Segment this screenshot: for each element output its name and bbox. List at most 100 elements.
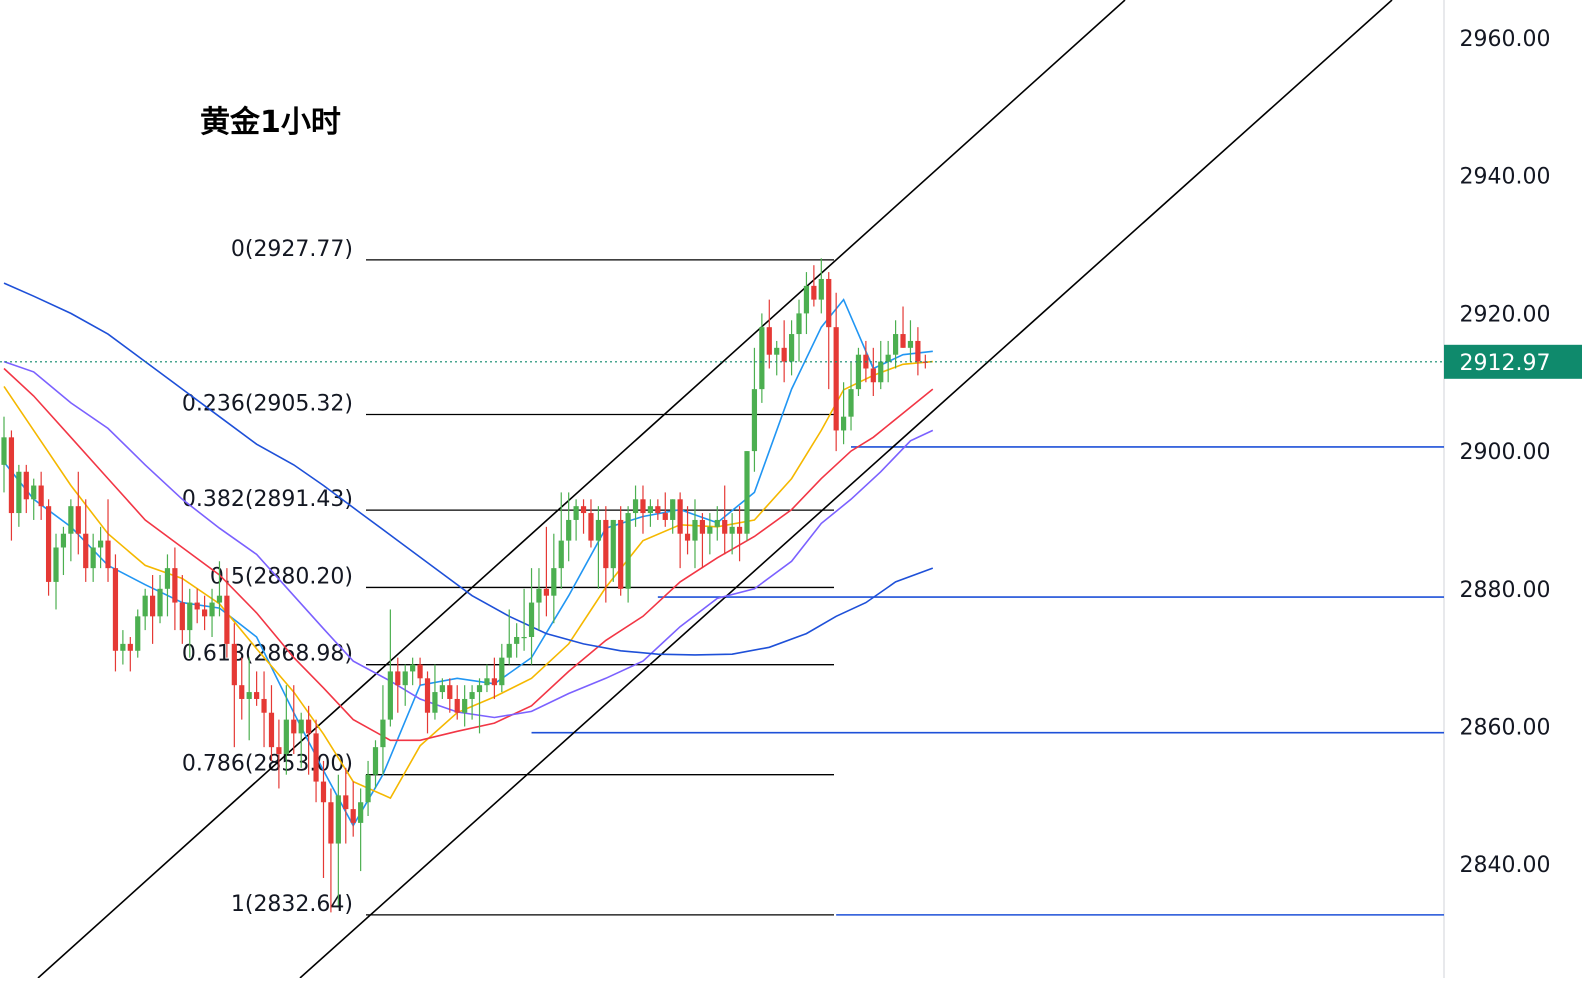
candle-body [506,643,512,658]
candle-body [625,513,631,589]
candle-body [150,595,156,617]
candle-body [818,278,824,300]
candle-body [157,588,163,617]
candle-body [127,643,133,651]
candle [291,685,297,755]
candle [610,519,616,582]
candle-body [23,471,29,500]
candle [893,320,899,369]
candle-body [31,485,37,500]
candle-body [462,698,468,713]
candle [402,664,408,706]
candle [707,513,713,555]
candle [45,499,52,596]
candle [328,788,334,913]
candle-body [684,533,691,541]
candle [528,568,535,665]
candle [714,506,720,541]
candle [150,575,156,644]
candle-body [729,526,735,534]
candle-body [566,519,572,541]
candle-body [365,774,371,803]
candle-body [432,692,438,713]
candle-body [202,609,208,617]
candle [900,306,906,348]
candle [543,526,549,617]
candle-body [90,547,96,569]
ma-red-line [3,367,934,742]
candle-body [803,285,810,314]
candle-body [476,685,483,693]
fib-level-label: 0.236(2905.32) [182,391,353,416]
candle-body [424,678,431,713]
candle-body [194,602,200,610]
candle [83,499,89,582]
candle [306,705,312,775]
candle [283,685,289,775]
candle-body [907,340,914,348]
y-tick-label: 2880.00 [1460,578,1551,603]
candle-body [915,340,921,362]
candle [514,623,520,658]
candle [246,657,252,741]
candle-body [261,698,267,713]
candle [662,492,668,527]
candle [722,485,728,555]
candle [358,788,364,872]
candle [387,609,393,727]
price-axis[interactable]: 2840.00 2860.00 2880.00 2900.00 2920.00 2940.… [1443,0,1551,978]
candle-body [774,347,780,355]
candle [476,678,483,734]
candle-body [239,685,245,699]
candle [105,499,111,582]
candle [135,609,141,658]
candle [395,657,401,713]
candle [194,588,200,624]
channel-upper-line [37,0,1126,979]
candle-body [454,698,460,713]
candle [670,499,676,534]
candle [469,685,475,720]
candle-body [172,568,178,603]
candle-body [840,416,847,431]
candle [38,471,44,520]
candle-body [640,499,646,514]
candle [573,499,579,541]
candle [499,643,505,693]
support-lines [531,446,1444,916]
candle-body [209,602,215,617]
candle [848,361,854,431]
candle-body [766,327,772,355]
candle-body [521,636,527,639]
candle [97,526,104,569]
candle-body [848,389,854,417]
candle [647,499,654,527]
candle-body [751,389,758,452]
candle [343,767,349,844]
candle [506,609,512,665]
candle-body [320,781,327,803]
candle-body [105,540,111,569]
candle-body [595,519,601,541]
candle [588,499,594,548]
candle-body [328,802,334,844]
candle [209,588,215,637]
candle [833,292,839,452]
candle [372,740,379,789]
current-price-tag [1444,344,1582,379]
candle [60,526,67,576]
candle [320,760,327,878]
candle [484,664,490,693]
candle-body [231,643,237,686]
candle [878,340,884,390]
candle [31,478,37,520]
candle-body [893,334,899,355]
candle [855,347,862,397]
candle-body [885,354,891,362]
y-tick-label: 2860.00 [1460,716,1551,741]
candle [915,327,921,376]
candle-body [38,485,44,507]
candle [796,299,802,362]
candle-body [855,354,862,390]
